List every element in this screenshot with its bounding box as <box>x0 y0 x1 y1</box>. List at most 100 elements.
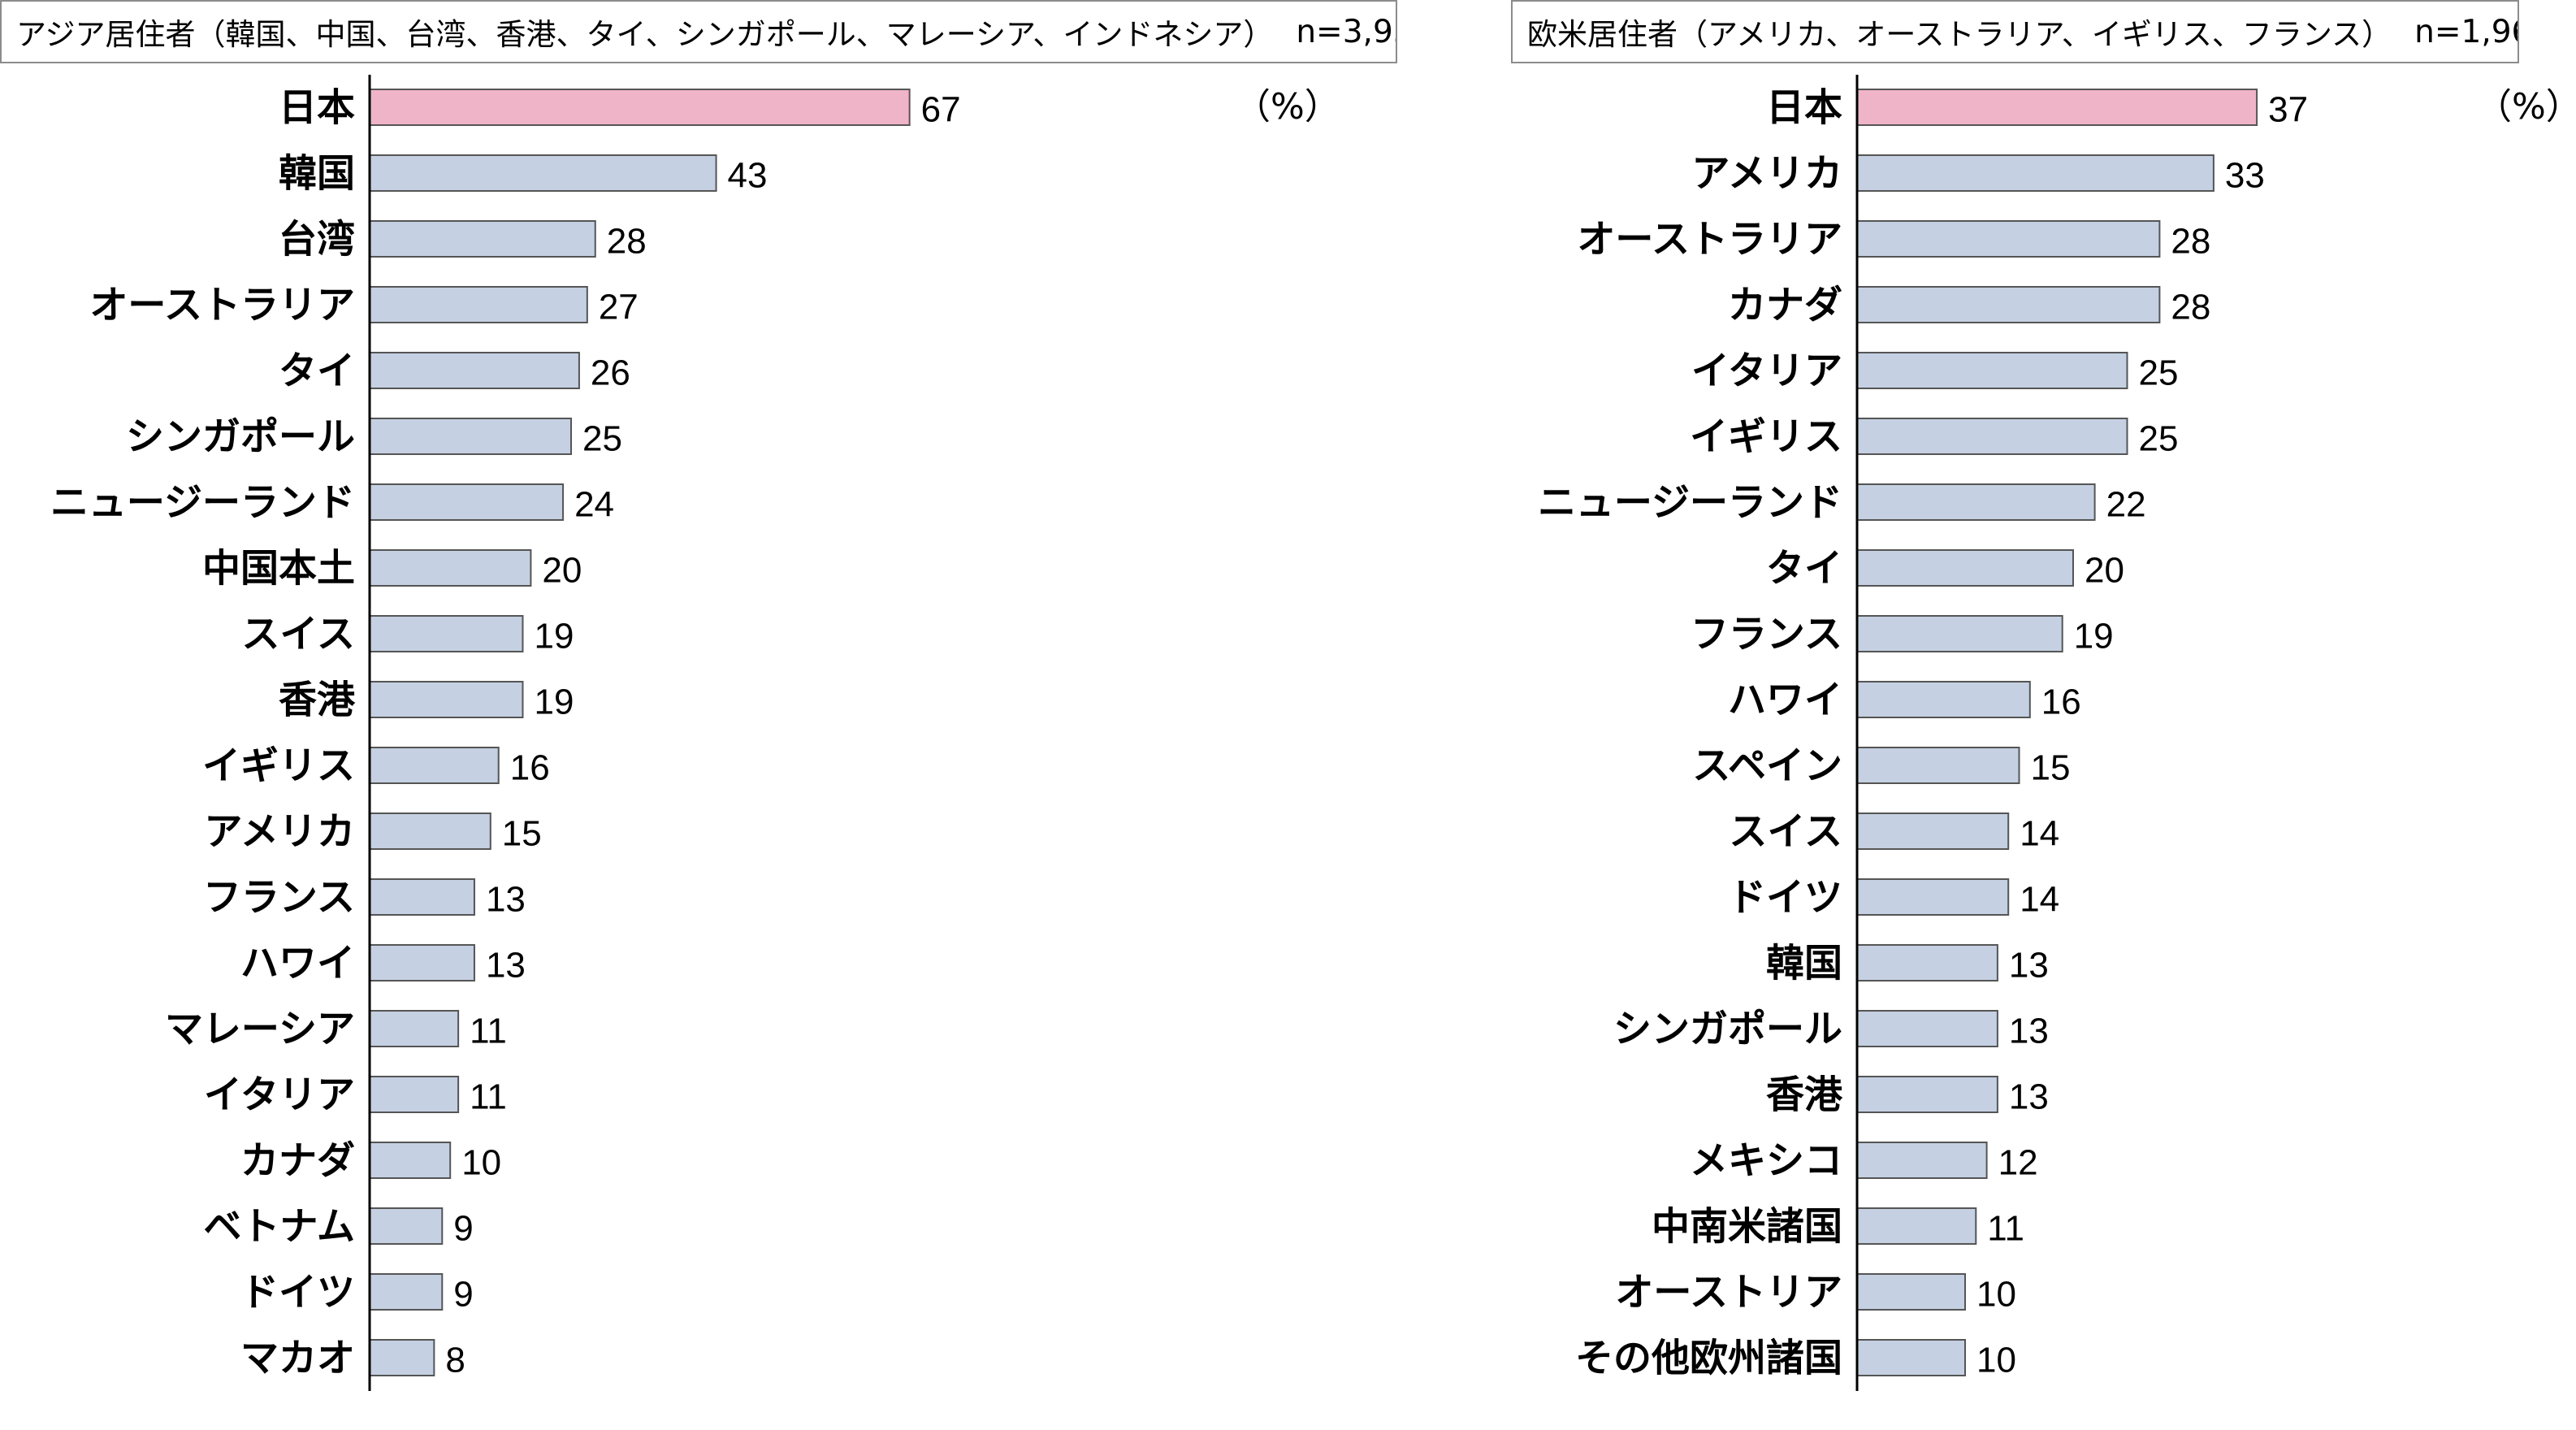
category-label: ニュージーランド <box>1538 481 1842 526</box>
asia-residents-chart-panel: アジア居住者（韓国、中国、台湾、香港、タイ、シンガポール、マレーシア、インドネシ… <box>0 0 1397 1391</box>
unit-label: （%） <box>1235 86 1340 128</box>
value-label: 14 <box>2020 814 2059 854</box>
category-label: シンガポール <box>1613 1008 1842 1052</box>
bar <box>1856 1142 1988 1179</box>
value-label: 28 <box>2171 288 2210 327</box>
asia-bar-chart: 日本 67 韓国 43 台湾 28 オーストラリア 27 タイ 26 シンガポール 25 ニュージーラン… <box>50 75 961 1391</box>
category-label: マレーシア <box>165 1008 355 1052</box>
sample-size-label: n=1,967 <box>2414 13 2518 50</box>
bar <box>369 681 524 718</box>
category-label: オーストラリア <box>1577 218 1842 262</box>
value-label: 27 <box>599 288 639 327</box>
value-label: 24 <box>574 485 614 525</box>
value-label: 26 <box>591 353 630 393</box>
bar <box>1856 1207 1977 1245</box>
bar <box>369 1339 435 1376</box>
sample-size-label: n=3,934 <box>1296 13 1396 50</box>
bar <box>1856 549 2074 587</box>
category-label: 中南米諸国 <box>1652 1205 1842 1250</box>
bar <box>369 878 475 916</box>
category-label: シンガポール <box>126 415 355 460</box>
bar <box>1856 681 2031 718</box>
bar <box>1856 154 2214 192</box>
chart-title: アジア居住者（韓国、中国、台湾、香港、タイ、シンガポール、マレーシア、インドネシ… <box>16 17 1274 52</box>
category-label: カナダ <box>1728 284 1842 328</box>
value-label: 13 <box>486 880 526 920</box>
category-label: フランス <box>203 876 355 921</box>
category-label: イギリス <box>202 744 355 789</box>
bar <box>369 1142 452 1179</box>
bar <box>369 1207 444 1245</box>
bar <box>1856 220 2161 258</box>
value-label: 14 <box>2020 880 2059 920</box>
category-label: カナダ <box>240 1139 355 1184</box>
category-label: オーストリア <box>1615 1271 1842 1315</box>
bar <box>1856 1010 1998 1047</box>
bar <box>369 418 572 455</box>
category-label: スイス <box>1729 810 1842 855</box>
category-label: マカオ <box>240 1337 355 1381</box>
bar <box>1856 944 1998 982</box>
value-label: 22 <box>2106 485 2146 525</box>
bar <box>369 549 532 587</box>
category-label: アメリカ <box>1691 152 1842 197</box>
western-residents-chart-panel: 欧米居住者（アメリカ、オーストラリア、イギリス、フランス） n=1,967 （%… <box>1511 0 2576 1430</box>
bar <box>1856 1339 1966 1376</box>
value-label: 10 <box>461 1143 501 1183</box>
bar <box>369 1273 444 1311</box>
value-label: 11 <box>470 1077 507 1117</box>
category-label: 日本 <box>1766 86 1842 131</box>
value-label: 25 <box>2139 353 2179 393</box>
value-label: 10 <box>1976 1341 2016 1380</box>
value-label: 37 <box>2268 90 2308 130</box>
bar <box>1856 812 2010 850</box>
value-label: 15 <box>2031 748 2071 788</box>
category-label: ニュージーランド <box>50 481 355 526</box>
category-label: タイ <box>279 349 355 394</box>
category-label: 日本 <box>279 86 355 131</box>
category-label: タイ <box>1766 547 1842 592</box>
bar <box>369 1076 460 1113</box>
value-label: 20 <box>542 551 582 591</box>
bar <box>369 286 588 323</box>
category-label: 韓国 <box>1766 942 1842 986</box>
category-label: 韓国 <box>279 152 355 197</box>
value-label: 11 <box>470 1012 507 1051</box>
category-label: ベトナム <box>203 1205 355 1250</box>
value-label: 16 <box>510 748 550 788</box>
bar <box>369 352 580 389</box>
bar <box>1856 878 2010 916</box>
value-label: 19 <box>534 617 574 656</box>
category-label: イタリア <box>1691 349 1842 394</box>
category-label: オーストラリア <box>89 284 355 328</box>
unit-label: （%） <box>2476 86 2576 128</box>
category-label: メキシコ <box>1690 1139 1842 1184</box>
value-label: 9 <box>453 1275 473 1315</box>
value-label: 33 <box>2225 156 2265 196</box>
bar <box>369 747 500 784</box>
category-label: アメリカ <box>204 810 355 855</box>
category-label: スペイン <box>1692 744 1842 789</box>
category-label: ハワイ <box>1728 678 1842 723</box>
bar <box>1856 418 2128 455</box>
category-label: ハワイ <box>240 942 355 986</box>
value-label: 13 <box>486 946 526 986</box>
chart-title-box: 欧米居住者（アメリカ、オーストラリア、イギリス、フランス） n=1,967 <box>1511 0 2519 63</box>
value-label: 16 <box>2041 682 2081 722</box>
category-label: 香港 <box>1766 1073 1843 1118</box>
value-label: 9 <box>453 1209 473 1249</box>
category-label: 香港 <box>279 678 356 723</box>
value-label: 28 <box>607 222 647 262</box>
bar <box>369 1010 460 1047</box>
value-label: 8 <box>445 1341 465 1380</box>
category-label: スイス <box>241 613 355 657</box>
value-label: 19 <box>2074 617 2114 656</box>
bar <box>369 483 565 521</box>
value-label: 25 <box>582 419 622 459</box>
bar <box>369 615 524 652</box>
category-label: フランス <box>1691 613 1842 657</box>
category-label: イギリス <box>1690 415 1842 460</box>
bar <box>369 812 491 850</box>
value-label: 67 <box>921 90 961 130</box>
bar <box>369 154 717 192</box>
